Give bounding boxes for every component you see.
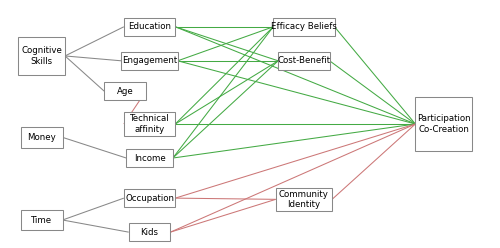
FancyBboxPatch shape — [274, 18, 334, 36]
Text: Engagement: Engagement — [122, 56, 177, 65]
Text: Money: Money — [28, 133, 56, 142]
Text: Time: Time — [31, 216, 52, 224]
FancyBboxPatch shape — [278, 52, 330, 70]
FancyBboxPatch shape — [124, 112, 176, 136]
Text: Cognitive
Skills: Cognitive Skills — [22, 46, 62, 66]
FancyBboxPatch shape — [124, 189, 176, 207]
FancyBboxPatch shape — [21, 127, 62, 148]
FancyBboxPatch shape — [21, 210, 62, 230]
Text: Community
Identity: Community Identity — [279, 190, 329, 209]
Text: Income: Income — [134, 154, 166, 162]
Text: Occupation: Occupation — [125, 194, 174, 203]
FancyBboxPatch shape — [104, 82, 146, 100]
FancyBboxPatch shape — [122, 52, 178, 70]
Text: Age: Age — [116, 87, 134, 96]
FancyBboxPatch shape — [128, 223, 170, 241]
Text: Technical
affinity: Technical affinity — [130, 114, 170, 134]
FancyBboxPatch shape — [124, 18, 176, 36]
FancyBboxPatch shape — [126, 149, 173, 167]
FancyBboxPatch shape — [416, 97, 472, 151]
Text: Cost-Benefit: Cost-Benefit — [278, 56, 330, 65]
Text: Participation
Co-Creation: Participation Co-Creation — [416, 114, 470, 134]
FancyBboxPatch shape — [276, 188, 332, 211]
Text: Efficacy Beliefs: Efficacy Beliefs — [271, 22, 337, 31]
Text: Kids: Kids — [140, 228, 158, 237]
FancyBboxPatch shape — [18, 36, 65, 75]
Text: Education: Education — [128, 22, 171, 31]
